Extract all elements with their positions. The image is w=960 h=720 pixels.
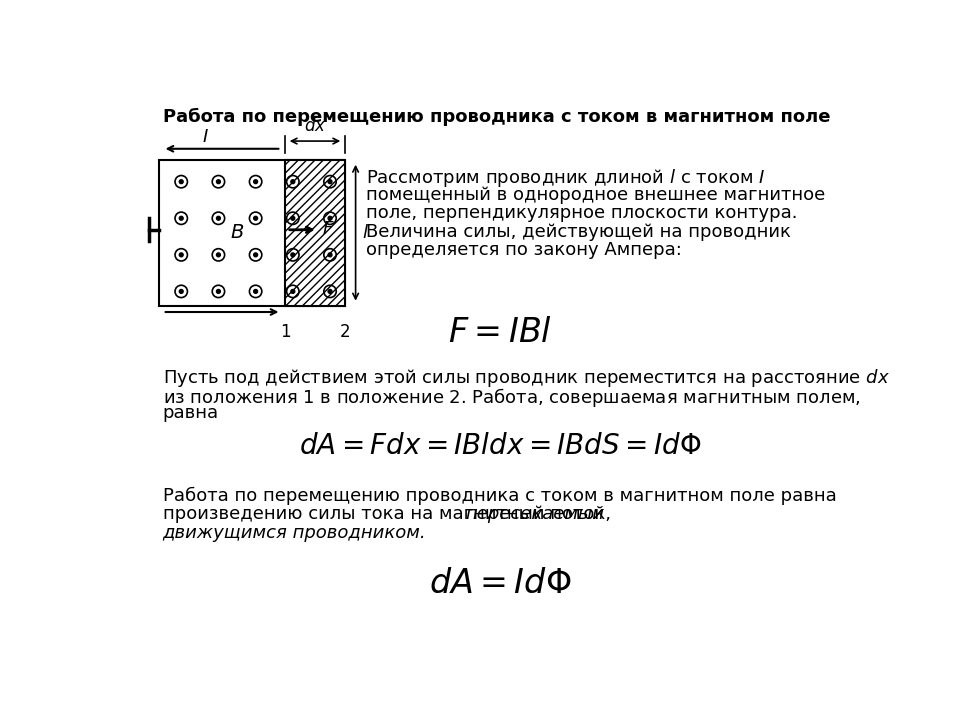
Circle shape <box>291 180 295 184</box>
Circle shape <box>253 253 257 257</box>
Text: $1$: $1$ <box>279 323 291 341</box>
Circle shape <box>291 253 295 257</box>
Text: $dA = Id\Phi$: $dA = Id\Phi$ <box>428 567 571 600</box>
Text: $2$: $2$ <box>339 323 350 341</box>
Circle shape <box>328 289 332 293</box>
Text: помещенный в однородное внешнее магнитное: помещенный в однородное внешнее магнитно… <box>367 186 826 204</box>
Text: $F$: $F$ <box>323 220 335 238</box>
Text: $I$: $I$ <box>202 128 208 146</box>
Circle shape <box>291 216 295 220</box>
Bar <box>158 160 345 306</box>
Text: Работа по перемещению проводника с током в магнитном поле равна: Работа по перемещению проводника с током… <box>162 487 836 505</box>
Text: определяется по закону Ампера:: определяется по закону Ампера: <box>367 241 683 259</box>
Text: произведению силы тока на магнитный поток,: произведению силы тока на магнитный пото… <box>162 505 616 523</box>
Circle shape <box>180 216 183 220</box>
Circle shape <box>180 289 183 293</box>
Text: $dx$: $dx$ <box>303 117 326 135</box>
Text: Рассмотрим проводник длиной $l$ с током $I$: Рассмотрим проводник длиной $l$ с током … <box>367 167 766 189</box>
Circle shape <box>253 289 257 293</box>
Text: из положения $1$ в положение $2$. Работа, совершаемая магнитным полем,: из положения $1$ в положение $2$. Работа… <box>162 386 860 409</box>
Text: $B$: $B$ <box>229 223 244 242</box>
Circle shape <box>328 180 332 184</box>
Bar <box>285 160 345 306</box>
Circle shape <box>253 180 257 184</box>
Circle shape <box>217 289 221 293</box>
Text: Работа по перемещению проводника с током в магнитном поле: Работа по перемещению проводника с током… <box>162 108 830 126</box>
Text: поле, перпендикулярное плоскости контура.: поле, перпендикулярное плоскости контура… <box>367 204 798 222</box>
Text: пересекаемый: пересекаемый <box>465 505 604 523</box>
Text: $F = IBl$: $F = IBl$ <box>447 318 552 349</box>
Text: $dA = Fdx = IBldx = IBdS = Id\Phi$: $dA = Fdx = IBldx = IBdS = Id\Phi$ <box>299 433 701 460</box>
Circle shape <box>180 180 183 184</box>
Text: $l$: $l$ <box>362 224 369 242</box>
Circle shape <box>328 253 332 257</box>
Text: Величина силы, действующей на проводник: Величина силы, действующей на проводник <box>367 222 791 240</box>
Text: движущимся проводником.: движущимся проводником. <box>162 523 426 541</box>
Text: Пусть под действием этой силы проводник переместится на расстояние $dx$: Пусть под действием этой силы проводник … <box>162 367 890 390</box>
Circle shape <box>253 216 257 220</box>
Circle shape <box>217 216 221 220</box>
Circle shape <box>328 216 332 220</box>
Circle shape <box>291 289 295 293</box>
Circle shape <box>217 180 221 184</box>
Circle shape <box>217 253 221 257</box>
Circle shape <box>180 253 183 257</box>
Text: равна: равна <box>162 405 219 423</box>
